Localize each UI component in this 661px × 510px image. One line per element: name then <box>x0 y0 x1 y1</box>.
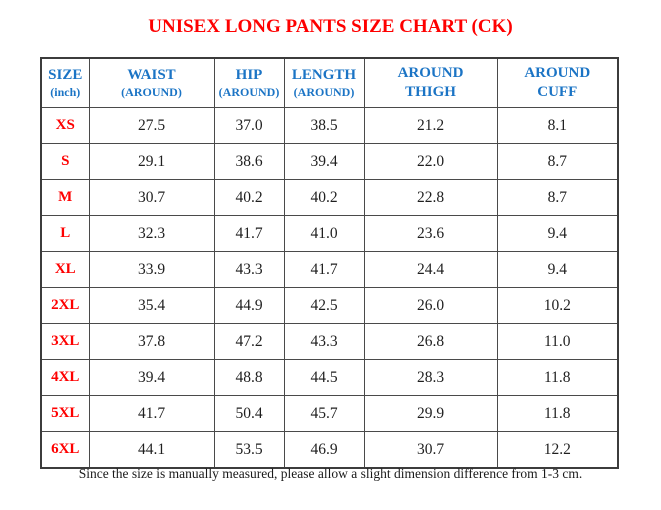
size-label: L <box>40 215 90 252</box>
header-thigh-line1: AROUND <box>397 65 464 82</box>
hip-value: 53.5 <box>213 431 285 469</box>
thigh-value: 26.0 <box>363 287 498 324</box>
size-label: 2XL <box>40 287 90 324</box>
thigh-value: 30.7 <box>363 431 498 469</box>
hip-value: 47.2 <box>213 323 285 360</box>
cuff-value: 9.4 <box>496 215 619 252</box>
waist-value: 30.7 <box>88 179 215 216</box>
waist-value: 32.3 <box>88 215 215 252</box>
table-row-5xl: 5XL 41.7 50.4 45.7 29.9 11.8 <box>40 395 619 432</box>
cuff-value: 11.8 <box>496 395 619 432</box>
thigh-value: 26.8 <box>363 323 498 360</box>
header-thigh-line2: THIGH <box>405 84 456 100</box>
waist-value: 27.5 <box>88 107 215 144</box>
size-label: 4XL <box>40 359 90 396</box>
header-hip-sub: (AROUND) <box>218 84 280 99</box>
hip-value: 41.7 <box>213 215 285 252</box>
hip-value: 43.3 <box>213 251 285 288</box>
table-row-4xl: 4XL 39.4 48.8 44.5 28.3 11.8 <box>40 359 619 396</box>
header-waist-sub: (AROUND) <box>121 84 182 99</box>
column-header-hip: HIP (AROUND) <box>213 57 285 108</box>
waist-value: 39.4 <box>88 359 215 396</box>
size-label: 3XL <box>40 323 90 360</box>
cuff-value: 10.2 <box>496 287 619 324</box>
length-value: 39.4 <box>283 143 365 180</box>
length-value: 42.5 <box>283 287 365 324</box>
header-cuff-line1: AROUND <box>524 65 591 82</box>
header-length-label: LENGTH <box>291 67 357 84</box>
header-row: SIZE (inch) WAIST (AROUND) HIP (AROUND) … <box>40 57 619 108</box>
cuff-value: 8.1 <box>496 107 619 144</box>
hip-value: 48.8 <box>213 359 285 396</box>
length-value: 41.0 <box>283 215 365 252</box>
thigh-value: 23.6 <box>363 215 498 252</box>
header-waist-label: WAIST <box>127 67 176 84</box>
hip-value: 37.0 <box>213 107 285 144</box>
waist-value: 41.7 <box>88 395 215 432</box>
table-row-s: S 29.1 38.6 39.4 22.0 8.7 <box>40 143 619 180</box>
table-row-m: M 30.7 40.2 40.2 22.8 8.7 <box>40 179 619 216</box>
thigh-value: 24.4 <box>363 251 498 288</box>
cuff-value: 8.7 <box>496 179 619 216</box>
thigh-value: 22.8 <box>363 179 498 216</box>
waist-value: 29.1 <box>88 143 215 180</box>
cuff-value: 11.0 <box>496 323 619 360</box>
header-length-sub: (AROUND) <box>293 84 355 99</box>
length-value: 45.7 <box>283 395 365 432</box>
length-value: 41.7 <box>283 251 365 288</box>
column-header-length: LENGTH (AROUND) <box>283 57 365 108</box>
header-size-label: SIZE <box>48 67 83 84</box>
waist-value: 35.4 <box>88 287 215 324</box>
page-title: UNISEX LONG PANTS SIZE CHART (CK) <box>148 16 513 37</box>
size-label: XL <box>40 251 90 288</box>
cuff-value: 8.7 <box>496 143 619 180</box>
thigh-value: 21.2 <box>363 107 498 144</box>
table-row-6xl: 6XL 44.1 53.5 46.9 30.7 12.2 <box>40 431 619 469</box>
cuff-value: 12.2 <box>496 431 619 469</box>
size-label: 6XL <box>40 431 90 469</box>
size-chart-table: SIZE (inch) WAIST (AROUND) HIP (AROUND) … <box>40 57 619 469</box>
table-row-2xl: 2XL 35.4 44.9 42.5 26.0 10.2 <box>40 287 619 324</box>
size-label: XS <box>40 107 90 144</box>
waist-value: 33.9 <box>88 251 215 288</box>
hip-value: 44.9 <box>213 287 285 324</box>
size-label: M <box>40 179 90 216</box>
waist-value: 44.1 <box>88 431 215 469</box>
column-header-around-thigh: AROUND THIGH <box>363 57 498 108</box>
measurement-disclaimer: Since the size is manually measured, ple… <box>78 466 583 481</box>
column-header-waist: WAIST (AROUND) <box>88 57 215 108</box>
length-value: 46.9 <box>283 431 365 469</box>
column-header-around-cuff: AROUND CUFF <box>496 57 619 108</box>
waist-value: 37.8 <box>88 323 215 360</box>
length-value: 40.2 <box>283 179 365 216</box>
table-row-3xl: 3XL 37.8 47.2 43.3 26.8 11.0 <box>40 323 619 360</box>
thigh-value: 29.9 <box>363 395 498 432</box>
cuff-value: 11.8 <box>496 359 619 396</box>
table-row-xs: XS 27.5 37.0 38.5 21.2 8.1 <box>40 107 619 144</box>
header-size-unit: (inch) <box>50 84 81 99</box>
column-header-size: SIZE (inch) <box>40 57 90 108</box>
size-label: 5XL <box>40 395 90 432</box>
length-value: 38.5 <box>283 107 365 144</box>
table-row-xl: XL 33.9 43.3 41.7 24.4 9.4 <box>40 251 619 288</box>
thigh-value: 22.0 <box>363 143 498 180</box>
header-hip-label: HIP <box>235 67 263 84</box>
cuff-value: 9.4 <box>496 251 619 288</box>
hip-value: 50.4 <box>213 395 285 432</box>
thigh-value: 28.3 <box>363 359 498 396</box>
header-cuff-line2: CUFF <box>537 84 578 100</box>
hip-value: 38.6 <box>213 143 285 180</box>
hip-value: 40.2 <box>213 179 285 216</box>
length-value: 44.5 <box>283 359 365 396</box>
length-value: 43.3 <box>283 323 365 360</box>
size-label: S <box>40 143 90 180</box>
table-row-l: L 32.3 41.7 41.0 23.6 9.4 <box>40 215 619 252</box>
